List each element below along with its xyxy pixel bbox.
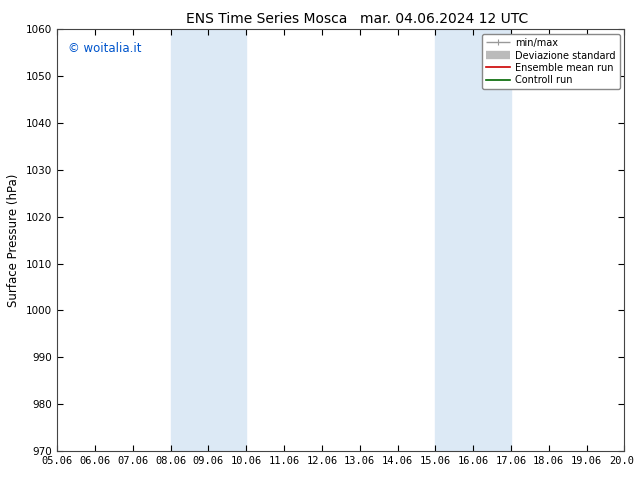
Text: ENS Time Series Mosca: ENS Time Series Mosca — [186, 12, 347, 26]
Bar — [171, 29, 246, 451]
Text: © woitalia.it: © woitalia.it — [68, 42, 142, 55]
Legend: min/max, Deviazione standard, Ensemble mean run, Controll run: min/max, Deviazione standard, Ensemble m… — [482, 34, 619, 89]
Text: mar. 04.06.2024 12 UTC: mar. 04.06.2024 12 UTC — [359, 12, 528, 26]
Bar — [436, 29, 511, 451]
Y-axis label: Surface Pressure (hPa): Surface Pressure (hPa) — [8, 173, 20, 307]
